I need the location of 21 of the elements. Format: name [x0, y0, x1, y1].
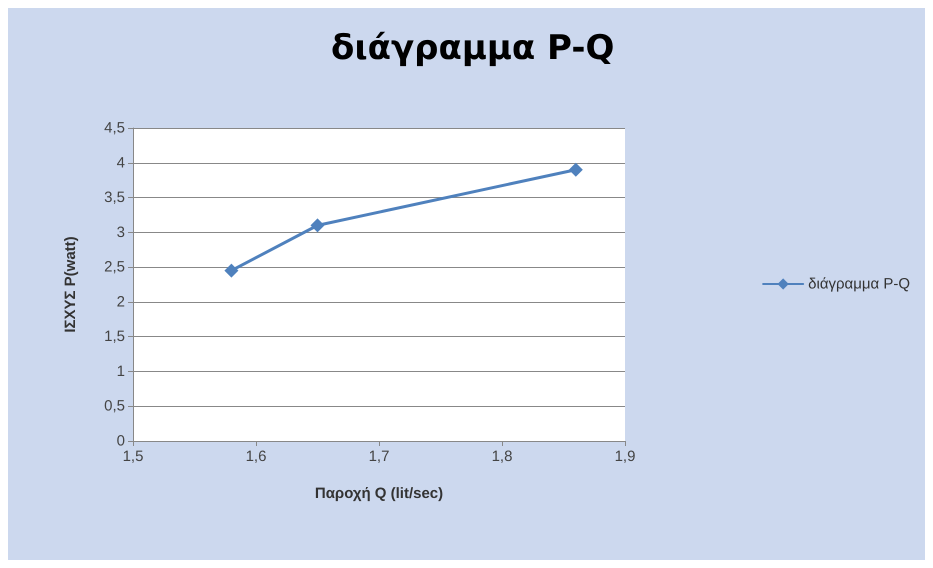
point	[224, 264, 238, 278]
y-tick-label: 2,5	[104, 258, 125, 276]
y-tick-label: 0,5	[104, 398, 125, 415]
x-axis-title: Παροχή Q (lit/sec)	[314, 485, 444, 502]
y-tick-label: 1,5	[104, 328, 125, 346]
x-tick-label: 1,8	[492, 448, 512, 465]
x-tick-label: 1,6	[246, 448, 266, 465]
x-tick-label: 1,9	[614, 448, 636, 465]
chart-title: διάγραμμα P-Q	[331, 28, 614, 68]
y-tick-label: 0	[116, 432, 125, 450]
y-tick-label: 3,5	[104, 189, 125, 206]
point	[568, 162, 583, 177]
legend-label: διάγραμμα P-Q	[808, 276, 910, 292]
x-tick-label: 1,7	[368, 448, 390, 465]
y-tick-label: 1	[116, 362, 125, 380]
point	[310, 218, 324, 232]
y-tick-label: 3	[116, 224, 125, 241]
y-tick-label: 4	[116, 154, 125, 172]
y-tick-label: 4,5	[104, 120, 125, 136]
y-axis-title: ΙΣΧΥΣ P(watt)	[62, 236, 79, 333]
y-tick-label: 2	[116, 293, 125, 310]
